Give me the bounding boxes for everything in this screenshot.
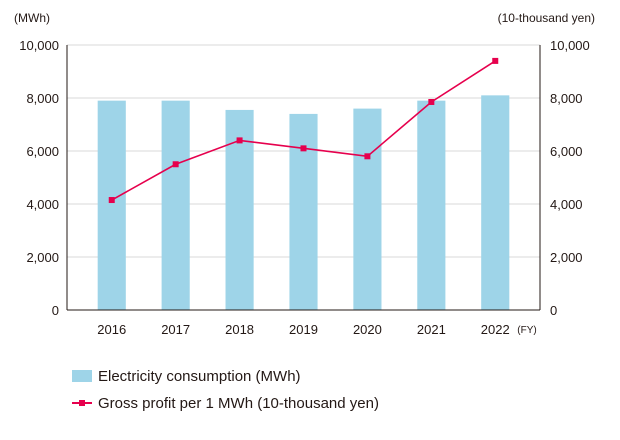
line-point bbox=[364, 153, 371, 160]
bar bbox=[417, 100, 446, 311]
axis-labels: 0 0 2,000 2,000 4,000 4,000 6,000 6,000 8,000 8,0… bbox=[14, 11, 595, 337]
line-series bbox=[108, 57, 499, 204]
axes bbox=[66, 45, 541, 311]
bar bbox=[289, 113, 318, 311]
legend: Electricity consumption (MWh) Gross prof… bbox=[72, 366, 379, 420]
combo-chart: 0 0 2,000 2,000 4,000 4,000 6,000 6,000 8,000 8,0… bbox=[14, 11, 595, 337]
left-axis-unit: (MWh) bbox=[14, 11, 50, 25]
left-tick-label: 4,000 bbox=[26, 197, 59, 212]
x-tick-label: 2020 bbox=[353, 322, 382, 337]
right-tick-label: 8,000 bbox=[550, 91, 583, 106]
right-axis-unit: (10-thousand yen) bbox=[498, 11, 595, 25]
legend-swatch-line bbox=[72, 397, 92, 409]
left-tick-label: 2,000 bbox=[26, 250, 59, 265]
left-tick-label: 0 bbox=[52, 303, 59, 318]
x-tick-label: 2019 bbox=[289, 322, 318, 337]
line-point bbox=[108, 197, 115, 204]
right-tick-label: 10,000 bbox=[550, 38, 590, 53]
line-point bbox=[236, 137, 243, 144]
left-tick-label: 6,000 bbox=[26, 144, 59, 159]
bar-series bbox=[97, 95, 510, 311]
x-tick-label: 2017 bbox=[161, 322, 190, 337]
left-tick-label: 8,000 bbox=[26, 91, 59, 106]
right-tick-label: 2,000 bbox=[550, 250, 583, 265]
line-point bbox=[492, 57, 499, 64]
legend-item-line: Gross profit per 1 MWh (10-thousand yen) bbox=[72, 393, 379, 413]
bar bbox=[481, 95, 510, 310]
line-point bbox=[428, 98, 435, 105]
x-tick-label: 2016 bbox=[97, 322, 126, 337]
left-tick-label: 10,000 bbox=[19, 38, 59, 53]
bar bbox=[161, 100, 190, 311]
bar bbox=[97, 100, 126, 311]
x-axis-suffix: (FY) bbox=[517, 325, 536, 336]
line-point bbox=[172, 161, 179, 168]
right-tick-label: 6,000 bbox=[550, 144, 583, 159]
line-point bbox=[300, 145, 307, 152]
bar bbox=[353, 108, 382, 310]
x-tick-label: 2018 bbox=[225, 322, 254, 337]
legend-label-line: Gross profit per 1 MWh (10-thousand yen) bbox=[98, 394, 379, 412]
legend-label-bar: Electricity consumption (MWh) bbox=[98, 367, 301, 385]
x-tick-label: 2021 bbox=[417, 322, 446, 337]
right-tick-label: 0 bbox=[550, 303, 557, 318]
x-tick-label: 2022 bbox=[481, 322, 510, 337]
legend-swatch-bar bbox=[72, 370, 92, 382]
legend-item-bar: Electricity consumption (MWh) bbox=[72, 366, 379, 386]
right-tick-label: 4,000 bbox=[550, 197, 583, 212]
